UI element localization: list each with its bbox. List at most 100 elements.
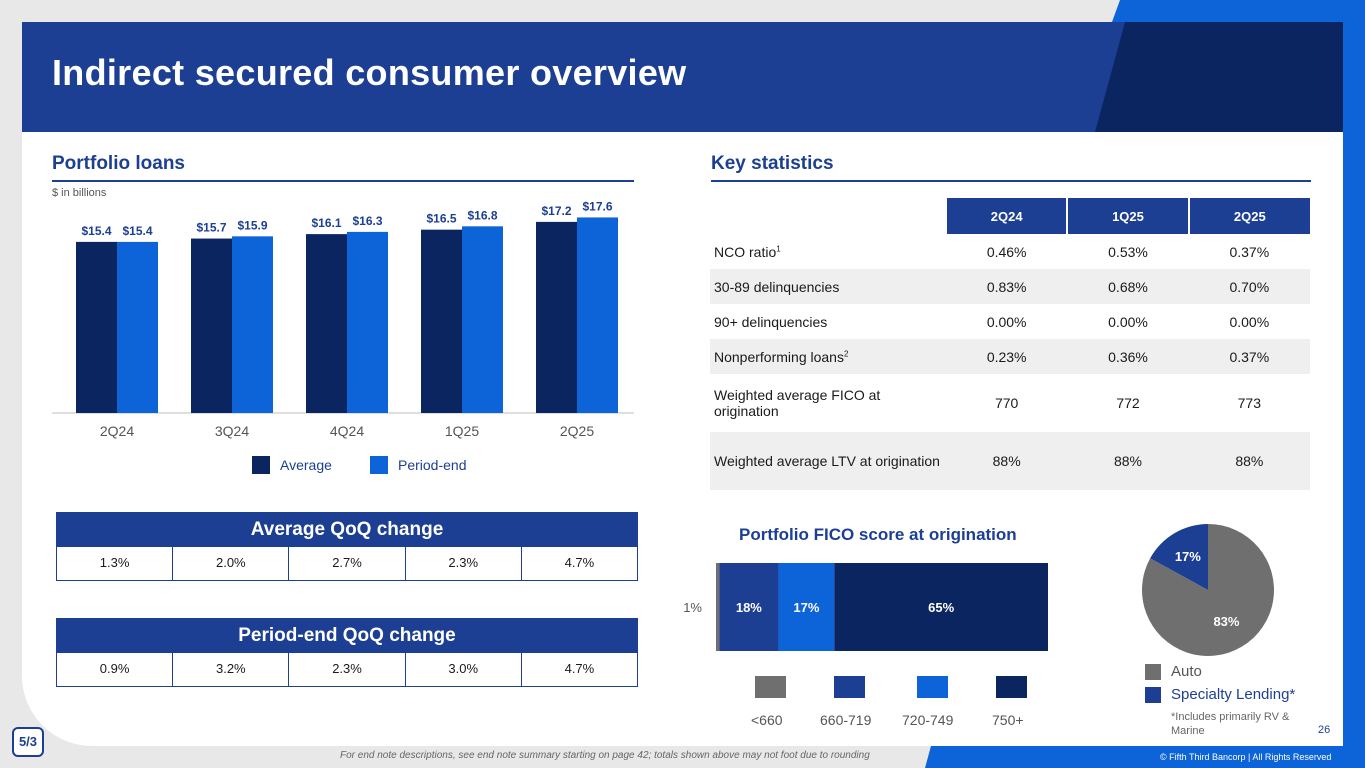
stats-cell: 0.83%	[946, 269, 1068, 304]
period-end-qoq-change-title: Period-end QoQ change	[56, 618, 638, 653]
bar-value-label: $15.9	[237, 218, 267, 232]
fico-legend-swatch	[996, 676, 1027, 698]
fico-legend-label-wrap: <660	[751, 712, 783, 730]
stats-row-label-text: NCO ratio	[714, 243, 777, 260]
stats-cell: 0.46%	[986, 243, 1027, 260]
legend-average-swatch	[252, 456, 270, 474]
stats-cell: 0.37%	[1188, 339, 1310, 374]
key-statistics-title: Key statistics	[711, 153, 834, 174]
legend-average: Average	[252, 456, 332, 474]
copyright-text: © Fifth Third Bancorp | All Rights Reser…	[1160, 752, 1332, 762]
bar-value-label: $15.7	[196, 221, 226, 235]
average-qoq-change-cell: 2.7%	[288, 547, 404, 580]
portfolio-mix-pie-chart: 83% 17%	[1142, 524, 1274, 656]
pie-footnote: *Includes primarily RV & Marine	[1171, 711, 1290, 737]
x-tick-label: 2Q24	[100, 423, 134, 439]
fico-segment	[778, 563, 835, 651]
stats-cell: 0.37%	[1229, 243, 1270, 260]
fico-legend-label: 750+	[992, 712, 1024, 728]
bar-average	[191, 238, 232, 413]
bar-period-end	[347, 231, 388, 413]
average-qoq-change-cell: 2.0%	[172, 547, 288, 580]
legend-period-end-swatch	[370, 456, 388, 474]
x-tick-label: 1Q25	[445, 423, 479, 439]
stats-cell: 770	[994, 395, 1019, 411]
period-end-qoq-change-cell: 3.0%	[404, 653, 521, 686]
fico-legend-750plus	[996, 676, 1027, 711]
stats-column-header: 1Q25	[1066, 198, 1189, 234]
stats-row: 30-89 delinquencies 0.83% 0.68% 0.70%	[710, 269, 1310, 304]
legend-average-label: Average	[280, 457, 332, 473]
stats-row-label: Weighted average FICO at origination	[714, 387, 881, 419]
fico-legend-label-wrap: 660-719	[820, 712, 871, 730]
stats-cell: 0.53%	[1108, 243, 1148, 260]
stats-row-footnote: 2	[843, 348, 849, 358]
bar-value-label: $16.8	[467, 208, 497, 222]
pie-slice-label: 83%	[1213, 614, 1239, 629]
pie-legend-specialty: Specialty Lending*	[1145, 686, 1295, 703]
stats-header-blank	[710, 198, 946, 234]
average-qoq-change-cell: 4.7%	[520, 547, 637, 580]
bar-value-label: $17.6	[582, 199, 612, 213]
fifth-third-logo: 5/3	[12, 727, 44, 757]
stats-cell: 88%	[1188, 432, 1310, 490]
x-tick-label: 2Q25	[560, 423, 594, 439]
portfolio-unit-note: $ in billions	[52, 187, 107, 199]
fico-legend-label: <660	[751, 712, 783, 728]
fico-legend-swatch	[917, 676, 948, 698]
pie-slice-label: 17%	[1175, 549, 1201, 564]
stats-column-header: 2Q24	[944, 198, 1068, 234]
bar-period-end	[577, 217, 618, 413]
fico-segment	[719, 563, 779, 651]
bar-period-end	[462, 226, 503, 413]
stats-row-label-text: Nonperforming loans	[714, 348, 844, 365]
bar-value-label: $17.2	[541, 204, 571, 218]
average-qoq-change-cell: 2.3%	[404, 547, 521, 580]
bar-period-end	[232, 236, 273, 413]
fico-legend-swatch	[834, 676, 865, 698]
stats-cell: 0.68%	[1067, 269, 1189, 304]
pie-legend-auto: Auto	[1145, 663, 1202, 680]
fico-legend-swatch	[755, 676, 786, 698]
key-statistics-rule	[711, 180, 1311, 182]
legend-period-end-label: Period-end	[398, 457, 467, 473]
header-accent	[1095, 22, 1343, 132]
bar-average	[76, 241, 117, 413]
bar-average	[421, 229, 462, 413]
portfolio-title-rule	[52, 180, 634, 182]
x-tick-label: 3Q24	[215, 423, 249, 439]
legend-period-end: Period-end	[370, 456, 467, 474]
bar-value-label: $16.5	[426, 212, 456, 226]
stats-row: Weighted average FICO at origination 770…	[710, 374, 1310, 432]
pie-slice	[1150, 524, 1208, 590]
stats-cell: 0.00%	[986, 313, 1027, 330]
stats-row: Weighted average LTV at origination 88% …	[710, 432, 1310, 490]
stats-row-label: 30-89 delinquencies	[710, 269, 946, 304]
page-number: 26	[1318, 724, 1331, 736]
stats-row: Nonperforming loans2 0.23% 0.36% 0.37%	[710, 339, 1310, 374]
footer-accent	[925, 746, 1365, 768]
fico-legend-label-wrap: 750+	[992, 712, 1024, 730]
period-end-qoq-change-table: Period-end QoQ change 0.9% 3.2% 2.3% 3.0…	[56, 618, 638, 687]
fico-segment-label: 18%	[736, 600, 762, 615]
average-qoq-change-row: 1.3% 2.0% 2.7% 2.3% 4.7%	[56, 547, 638, 581]
portfolio-loans-chart: $15.4 $15.4 2Q24 $15.7 $15.9 3Q24 $16.1 $16.3 4Q…	[52, 199, 634, 439]
top-accent	[1112, 0, 1365, 22]
pie-legend-label: Auto	[1171, 663, 1202, 680]
fico-legend-660-719	[834, 676, 865, 711]
fico-segment-label: 1%	[683, 600, 702, 615]
bar-period-end	[117, 241, 158, 413]
period-end-qoq-change-cell: 4.7%	[520, 653, 637, 686]
average-qoq-change-table: Average QoQ change 1.3% 2.0% 2.7% 2.3% 4…	[56, 512, 638, 581]
average-qoq-change-cell: 1.3%	[99, 555, 130, 570]
stats-cell: 0.70%	[1188, 269, 1310, 304]
stats-row: NCO ratio1 0.46% 0.53% 0.37%	[710, 234, 1310, 269]
fico-legend-720-749	[917, 676, 948, 711]
x-tick-label: 4Q24	[330, 423, 364, 439]
footer-endnote: For end note descriptions, see end note …	[340, 750, 870, 761]
stats-row-label: Weighted average LTV at origination	[710, 432, 946, 490]
period-end-qoq-change-cell: 0.9%	[99, 661, 130, 676]
period-end-qoq-change-cell: 2.3%	[288, 653, 404, 686]
fico-legend-label: 660-719	[820, 712, 872, 728]
fico-chart-title: Portfolio FICO score at origination	[739, 525, 1017, 544]
